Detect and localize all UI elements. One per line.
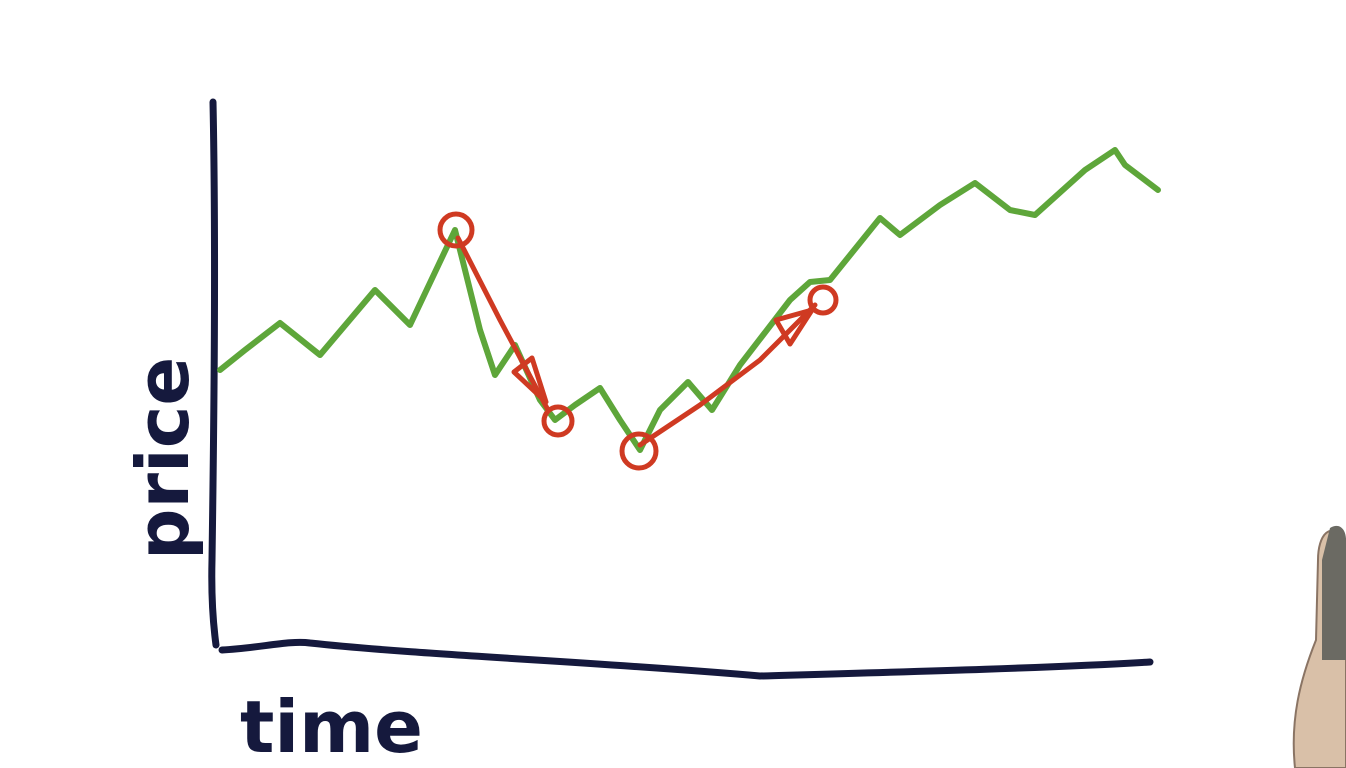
- pen: [1322, 525, 1346, 660]
- down-arrow-icon: [511, 355, 549, 405]
- y-axis: [208, 98, 220, 649]
- y-axis-label: price: [121, 357, 205, 560]
- sell-arrow-line: [455, 235, 551, 413]
- exit-marker: [541, 404, 575, 438]
- x-axis-label: time: [240, 685, 423, 768]
- x-axis: [218, 638, 1154, 680]
- up-arrow-icon: [773, 307, 815, 347]
- trough-marker: [619, 431, 659, 471]
- peak-marker: [437, 211, 475, 249]
- entry-marker: [807, 284, 839, 316]
- buy-arrow-line: [637, 302, 818, 448]
- price-line: [217, 147, 1161, 453]
